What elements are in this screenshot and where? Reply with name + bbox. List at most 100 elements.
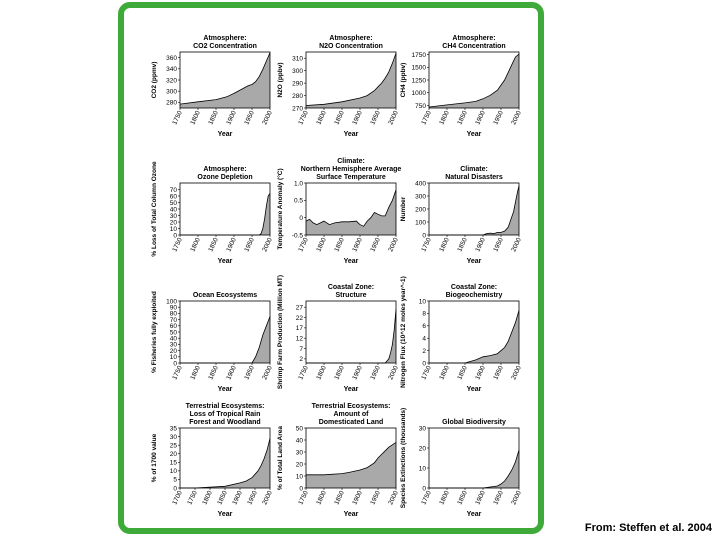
- y-tick-label: 30: [170, 342, 178, 349]
- data-area: [306, 189, 396, 235]
- x-tick-label: 2000: [510, 365, 523, 381]
- x-tick-label: 2000: [387, 237, 400, 253]
- chart-title-line: Surface Temperature: [316, 174, 386, 181]
- y-tick-label: 0: [422, 485, 426, 492]
- x-tick-label: 1850: [216, 490, 229, 506]
- y-tick-label: 0: [299, 215, 303, 222]
- y-tick-label: 30: [170, 434, 178, 441]
- x-tick-label: 1800: [438, 110, 451, 126]
- x-tick-label: 1950: [243, 365, 256, 381]
- chart-title-line: Forest and Woodland: [189, 419, 260, 426]
- x-tick-label: 2000: [261, 365, 274, 381]
- chart-panel-7: Ocean Ecosystems100908070605040302010017…: [151, 291, 274, 393]
- x-tick-label: 2000: [510, 237, 523, 253]
- y-tick-label: 60: [170, 323, 178, 330]
- source-credit: From: Steffen et al. 2004: [584, 522, 712, 534]
- y-tick-label: 4: [422, 336, 426, 343]
- data-line: [180, 438, 271, 489]
- x-tick-label: 1850: [207, 365, 220, 381]
- data-line: [429, 310, 520, 364]
- y-axis-label: Number: [400, 196, 407, 221]
- x-tick-label: 1900: [351, 490, 364, 506]
- x-axis-label: Year: [344, 258, 359, 265]
- plot-frame: [428, 427, 520, 489]
- chart-panel-6: Climate:Natural Disasters400300200100017…: [400, 166, 523, 265]
- chart-panel-1: Atmosphere:CO2 Concentration 360 340 320 300…: [151, 35, 274, 138]
- x-tick-label: 2000: [387, 490, 400, 506]
- y-tick-label: 5: [173, 477, 177, 484]
- y-axis-label: Temperature Anomaly (°C): [276, 168, 284, 249]
- x-tick-label: 2000: [510, 110, 523, 126]
- y-tick-label: 20: [170, 451, 178, 458]
- data-area: [429, 310, 519, 363]
- y-tick-label: 1500: [412, 65, 427, 72]
- chart-title-line: Natural Disasters: [445, 174, 503, 181]
- y-tick-label: 280: [292, 93, 303, 100]
- data-area: [180, 52, 270, 108]
- chart-panel-11: Terrestrial Ecosystems:Amount ofDomestic…: [277, 403, 400, 518]
- y-tick-label: 17: [296, 325, 304, 332]
- x-tick-label: 1800: [438, 490, 451, 506]
- data-line: [429, 449, 520, 489]
- x-axis-label: Year: [218, 386, 233, 393]
- chart-title-line: Biogeochemistry: [446, 292, 503, 299]
- x-tick-label: 2000: [387, 365, 400, 381]
- x-tick-label: 1950: [246, 490, 259, 506]
- y-tick-label: 27: [296, 305, 304, 312]
- data-area: [429, 185, 519, 235]
- y-axis-label: % Loss of Total Column Ozone: [151, 161, 158, 257]
- y-tick-label: 25: [170, 442, 178, 449]
- x-tick-label: 1850: [207, 237, 220, 253]
- chart-title-line: Terrestrial Ecosystems:: [312, 403, 391, 410]
- chart-title-line: Coastal Zone:: [328, 284, 374, 291]
- y-tick-label: 360: [166, 55, 177, 62]
- y-tick-label: 0: [422, 360, 426, 367]
- x-tick-label: 1850: [333, 365, 346, 381]
- x-tick-label: 1950: [243, 237, 256, 253]
- x-tick-label: 1950: [369, 365, 382, 381]
- y-tick-label: 30: [419, 425, 427, 432]
- y-tick-label: -0.5: [292, 232, 304, 239]
- y-axis-label: % of 1700 value: [151, 433, 158, 482]
- x-tick-label: 1750: [171, 110, 184, 126]
- x-axis-label: Year: [467, 511, 482, 518]
- figure-frame: Atmosphere: CO2 Concentration 360 340 320 300…: [118, 2, 544, 534]
- chart-title-line: Domesticated Land: [319, 419, 384, 426]
- y-tick-label: 750: [415, 103, 426, 110]
- y-tick-label: 340: [166, 66, 177, 73]
- plot-frame: [305, 51, 397, 109]
- chart-title-line: CO2 Concentration: [193, 43, 257, 50]
- chart-title-line: Climate:: [460, 166, 488, 173]
- x-tick-label: 1900: [351, 365, 364, 381]
- x-axis-label: Year: [218, 131, 233, 138]
- y-tick-label: 2: [299, 356, 303, 363]
- y-tick-label: 10: [170, 354, 178, 361]
- data-area: [180, 193, 270, 235]
- x-tick-label: 1800: [438, 365, 451, 381]
- x-tick-label: 1900: [474, 490, 487, 506]
- x-tick-label: 1850: [333, 490, 346, 506]
- y-tick-label: 1.0: [294, 180, 303, 187]
- y-tick-label: 60: [170, 193, 178, 200]
- x-tick-label: 1950: [369, 110, 382, 126]
- y-axis-label: Nitrogen Flux (10^12 moles year^-1): [399, 276, 407, 388]
- data-line: [180, 193, 271, 236]
- plot-frame: [305, 182, 397, 236]
- chart-title-line: Global Biodiversity: [442, 419, 506, 426]
- y-tick-label: 10: [419, 465, 427, 472]
- x-tick-label: 1800: [438, 237, 451, 253]
- chart-title-line: CH4 Concentration: [442, 43, 505, 50]
- y-tick-label: 70: [170, 317, 178, 324]
- data-line: [428, 53, 520, 108]
- chart-title-line: Amount of: [334, 411, 370, 418]
- y-tick-label: 22: [296, 315, 304, 322]
- plot-frame: [179, 182, 271, 236]
- x-tick-label: 1900: [474, 110, 487, 126]
- y-tick-label: 10: [170, 468, 178, 475]
- plot-frame: [305, 427, 397, 489]
- y-tick-label: 40: [170, 336, 178, 343]
- y-tick-label: 20: [170, 348, 178, 355]
- data-line: [179, 52, 271, 105]
- chart-title-line: Climate:: [337, 158, 365, 165]
- x-tick-label: 1750: [420, 110, 433, 126]
